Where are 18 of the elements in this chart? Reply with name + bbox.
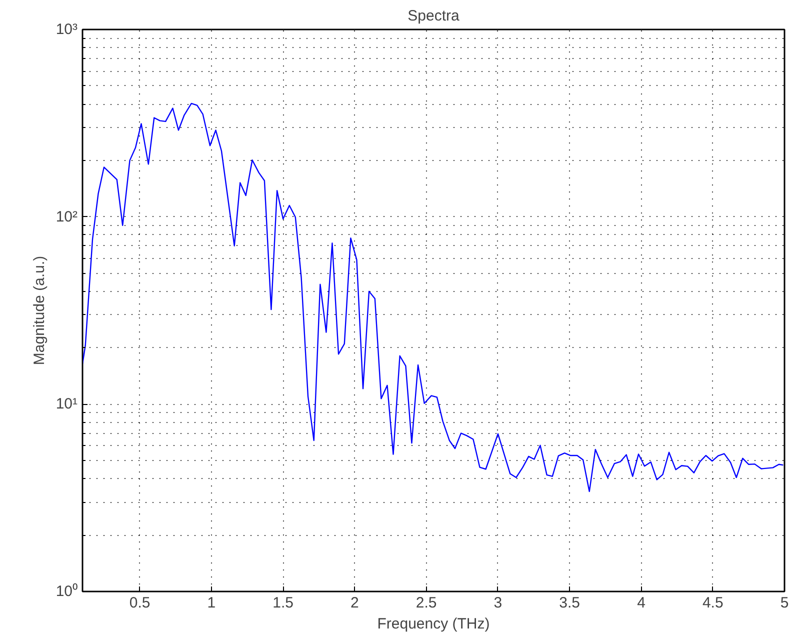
y-axis-title: Magnitude (a.u.) — [30, 256, 48, 366]
x-tick-label: 0.5 — [129, 594, 150, 612]
x-tick-label: 4 — [637, 594, 646, 612]
line-series — [82, 102, 784, 492]
x-tick-label: 1.5 — [272, 594, 294, 612]
x-tick-label: 4.5 — [702, 594, 724, 612]
x-tick-label: 2.5 — [416, 594, 437, 612]
y-tick-label: 10² — [56, 208, 78, 226]
x-tick-label: 1 — [207, 594, 216, 612]
y-tick-label: 10¹ — [56, 396, 78, 413]
x-tick-label: 2 — [350, 594, 359, 612]
x-axis-title: Frequency (THz) — [377, 616, 490, 632]
x-tick-label: 3.5 — [559, 594, 580, 612]
x-tick-label: 5 — [780, 594, 789, 612]
y-tick-label: 10⁰ — [56, 583, 78, 600]
chart-title: Spectra — [408, 8, 460, 24]
y-tick-label: 10³ — [56, 21, 78, 38]
x-tick-label: 3 — [494, 594, 502, 612]
